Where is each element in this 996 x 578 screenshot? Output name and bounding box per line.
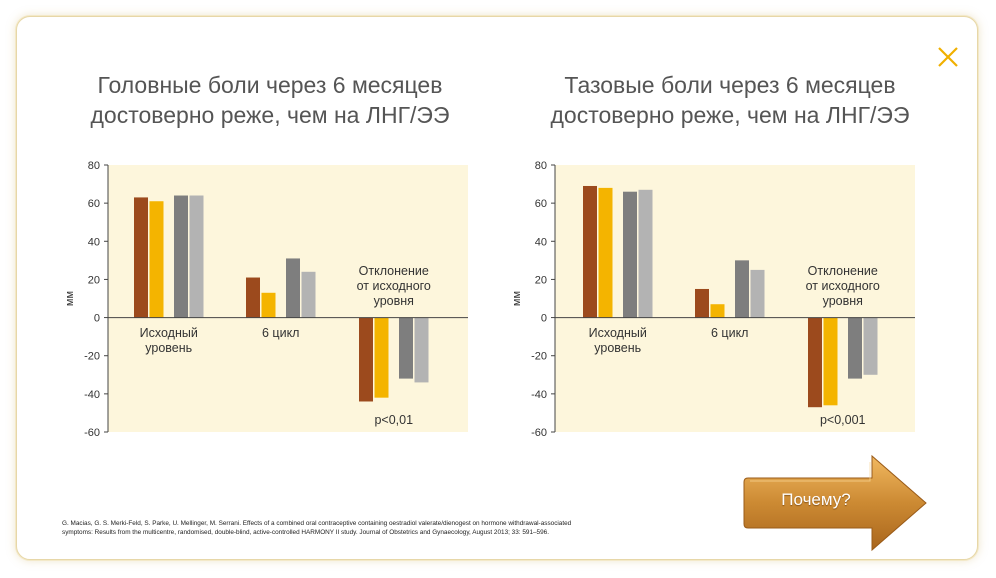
category-label: уровень xyxy=(594,341,641,355)
reference-line: symptoms: Results from the multicentre, … xyxy=(62,529,549,536)
bar xyxy=(174,195,188,318)
category-label: 6 цикл xyxy=(262,326,299,340)
bar xyxy=(399,317,413,379)
y-tick-label: 40 xyxy=(535,236,547,248)
y-tick-label: -20 xyxy=(531,351,547,363)
y-tick-label: 80 xyxy=(88,160,100,172)
bar xyxy=(286,258,300,318)
bar xyxy=(261,292,276,318)
y-tick-label: 0 xyxy=(541,313,547,325)
chart-title-line: достоверно реже, чем на ЛНГ/ЭЭ xyxy=(90,102,450,128)
bar xyxy=(189,195,204,318)
y-tick-label: 60 xyxy=(535,198,547,210)
category-label: уровень xyxy=(145,341,192,355)
y-tick-label: -20 xyxy=(84,351,100,363)
y-axis-label: мм xyxy=(511,291,523,306)
bar xyxy=(301,271,316,318)
bar xyxy=(750,269,765,318)
y-tick-label: -60 xyxy=(84,427,100,439)
category-label: Отклонение xyxy=(359,264,429,278)
bar xyxy=(710,304,725,318)
bar xyxy=(695,288,709,318)
bar xyxy=(808,317,822,408)
bar xyxy=(623,191,637,318)
category-label: 6 цикл xyxy=(711,326,748,340)
chart-title-line: достоверно реже, чем на ЛНГ/ЭЭ xyxy=(550,102,910,128)
chart-title-headache: Головные боли через 6 месяцев достоверно… xyxy=(70,70,470,130)
category-label: Исходный xyxy=(589,326,647,340)
close-icon[interactable] xyxy=(936,45,960,69)
why-button[interactable] xyxy=(740,452,930,554)
p-value-annotation: p<0,01 xyxy=(374,413,413,427)
bar xyxy=(246,277,260,318)
y-tick-label: -40 xyxy=(531,389,547,401)
reference-line: G. Macias, G. S. Merki-Feld, S. Parke, U… xyxy=(62,520,572,527)
bar xyxy=(823,317,838,406)
bar xyxy=(848,317,862,379)
bar xyxy=(374,317,389,398)
bar xyxy=(638,189,653,318)
bar xyxy=(583,185,597,318)
p-value-annotation: p<0,001 xyxy=(820,413,866,427)
category-label: от исходного xyxy=(357,279,431,293)
y-tick-label: 20 xyxy=(88,274,100,286)
category-label: Исходный xyxy=(140,326,198,340)
reference-citation: G. Macias, G. S. Merki-Feld, S. Parke, U… xyxy=(62,519,702,537)
y-tick-label: -40 xyxy=(84,389,100,401)
category-label: от исходного xyxy=(806,279,880,293)
category-label: уровня xyxy=(823,294,863,308)
y-tick-label: 20 xyxy=(535,274,547,286)
y-axis-label: мм xyxy=(64,291,76,306)
bar xyxy=(863,317,878,375)
bar xyxy=(598,187,613,318)
chart-title-line: Головные боли через 6 месяцев xyxy=(97,72,443,98)
bar xyxy=(134,197,148,318)
category-label: уровня xyxy=(374,294,414,308)
y-tick-label: 0 xyxy=(94,313,100,325)
bar xyxy=(414,317,429,383)
y-tick-label: 60 xyxy=(88,198,100,210)
category-label: Отклонение xyxy=(808,264,878,278)
y-tick-label: -60 xyxy=(531,427,547,439)
y-tick-label: 80 xyxy=(535,160,547,172)
bar xyxy=(735,260,749,318)
bar xyxy=(149,201,164,318)
chart-title-line: Тазовые боли через 6 месяцев xyxy=(564,72,896,98)
y-tick-label: 40 xyxy=(88,236,100,248)
bar xyxy=(359,317,373,402)
chart-title-pelvic: Тазовые боли через 6 месяцев достоверно … xyxy=(530,70,930,130)
